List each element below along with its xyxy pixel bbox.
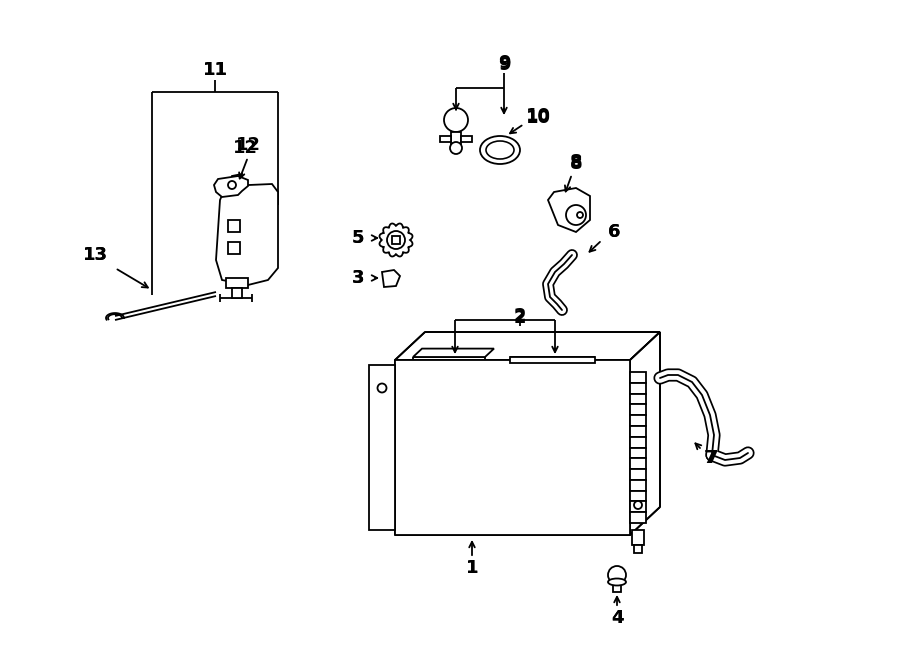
Polygon shape xyxy=(630,502,646,512)
Polygon shape xyxy=(630,447,646,458)
Text: 13: 13 xyxy=(83,246,107,264)
Polygon shape xyxy=(228,242,240,254)
Polygon shape xyxy=(395,360,630,535)
Text: 11: 11 xyxy=(202,61,228,79)
Ellipse shape xyxy=(480,136,520,164)
Polygon shape xyxy=(630,437,646,447)
Circle shape xyxy=(444,108,468,132)
Circle shape xyxy=(228,181,236,189)
Text: 7: 7 xyxy=(706,449,718,467)
Polygon shape xyxy=(634,545,642,553)
Polygon shape xyxy=(214,176,248,197)
Polygon shape xyxy=(630,458,646,469)
Text: 2: 2 xyxy=(514,309,526,327)
Text: 9: 9 xyxy=(498,56,510,74)
Text: 12: 12 xyxy=(232,139,257,157)
Circle shape xyxy=(387,231,405,249)
Polygon shape xyxy=(630,490,646,502)
Text: 1: 1 xyxy=(466,559,478,577)
Polygon shape xyxy=(548,188,590,232)
Polygon shape xyxy=(395,332,660,360)
Text: 9: 9 xyxy=(498,54,510,72)
Circle shape xyxy=(450,142,462,154)
Ellipse shape xyxy=(486,141,514,159)
Polygon shape xyxy=(613,582,621,592)
Polygon shape xyxy=(440,136,451,142)
Polygon shape xyxy=(461,136,472,142)
Polygon shape xyxy=(380,223,412,256)
Polygon shape xyxy=(392,236,400,244)
Text: 12: 12 xyxy=(236,136,260,154)
Circle shape xyxy=(566,205,586,225)
Polygon shape xyxy=(451,132,461,145)
Polygon shape xyxy=(413,348,494,357)
Polygon shape xyxy=(510,357,595,363)
Polygon shape xyxy=(226,278,248,288)
Text: 7: 7 xyxy=(704,449,716,467)
Text: 2: 2 xyxy=(514,307,526,325)
Text: 3: 3 xyxy=(352,269,365,287)
Polygon shape xyxy=(630,332,660,535)
Circle shape xyxy=(577,212,583,218)
Polygon shape xyxy=(630,426,646,437)
Text: 4: 4 xyxy=(611,609,623,627)
Polygon shape xyxy=(369,365,395,530)
Ellipse shape xyxy=(608,578,626,586)
Text: 6: 6 xyxy=(608,223,620,241)
Polygon shape xyxy=(232,288,242,298)
Circle shape xyxy=(634,501,642,509)
Text: 1: 1 xyxy=(466,559,478,577)
Polygon shape xyxy=(630,393,646,405)
Polygon shape xyxy=(630,415,646,426)
Polygon shape xyxy=(630,512,646,523)
Text: 8: 8 xyxy=(570,153,582,171)
Polygon shape xyxy=(630,405,646,415)
Text: 5: 5 xyxy=(352,229,365,247)
Polygon shape xyxy=(632,530,644,545)
Text: 6: 6 xyxy=(608,223,620,241)
Polygon shape xyxy=(232,174,242,186)
Circle shape xyxy=(608,566,626,584)
Text: 5: 5 xyxy=(352,229,365,247)
Polygon shape xyxy=(630,372,646,383)
Text: 8: 8 xyxy=(570,155,582,173)
Text: 3: 3 xyxy=(352,269,365,287)
Polygon shape xyxy=(630,480,646,490)
Text: 10: 10 xyxy=(526,107,551,125)
Polygon shape xyxy=(228,220,240,232)
Polygon shape xyxy=(630,383,646,393)
Text: 4: 4 xyxy=(611,609,623,627)
Text: 11: 11 xyxy=(202,61,228,79)
Polygon shape xyxy=(630,469,646,480)
Polygon shape xyxy=(216,184,278,285)
Text: 13: 13 xyxy=(83,246,107,264)
Text: 10: 10 xyxy=(526,109,551,127)
Circle shape xyxy=(377,383,386,393)
Polygon shape xyxy=(382,270,400,287)
